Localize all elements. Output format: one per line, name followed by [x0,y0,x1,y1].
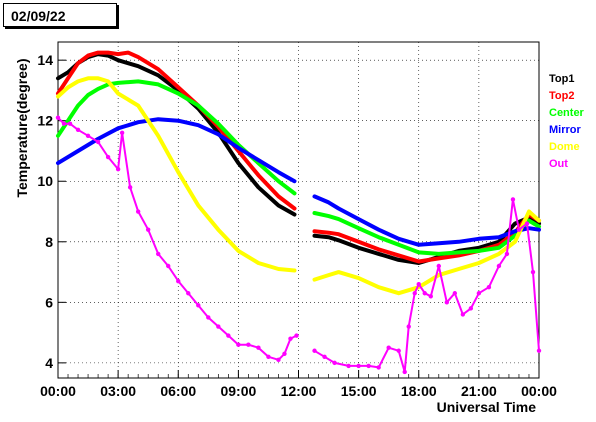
y-tick-label: 12 [37,113,53,129]
series-out-point [530,269,536,275]
series-out-point [95,139,101,145]
series-out-point [346,363,351,369]
series-out-point [332,360,337,366]
series-out-point [452,291,458,296]
series-out-point [504,251,510,257]
x-tick-label: 06:00 [160,383,196,399]
series-out-point [282,351,287,356]
series-out-point [312,348,317,353]
y-tick-label: 10 [37,173,53,189]
series-out-point [226,333,231,338]
series-out-point [85,133,91,139]
legend-item-center: Center [549,107,584,119]
series-out-point [422,291,427,296]
series-out-point [496,263,502,269]
series-out-point [416,281,421,287]
x-axis-label: Universal Time [436,399,536,415]
series-out-point [256,345,261,350]
series-out-point [236,342,241,347]
series-out-point [166,263,171,269]
legend-item-out: Out [549,158,568,170]
series-top2-line [56,50,297,211]
series-out-point [266,354,271,360]
x-tick-label: 12:00 [281,383,317,399]
x-tick-label: 00:00 [521,383,557,399]
series-out-point [428,294,433,299]
series-out-point [288,336,293,341]
series-out-point [206,315,211,320]
y-tick-label: 8 [45,234,53,250]
x-tick-label: 00:00 [40,383,76,399]
date-label: 02/09/22 [3,3,117,27]
series-out-point [412,291,417,296]
series-out-line [57,116,298,361]
series-out-point [75,127,81,132]
series-out-point [115,166,121,172]
series-out-point [196,303,201,308]
series-out-point [127,185,133,190]
series-out-point [444,300,450,305]
series-out-point [402,369,407,375]
series-out-point [516,227,522,232]
series-out-point [294,333,299,338]
series-dome-line-2 [312,209,541,296]
legend-item-mirror: Mirror [549,124,581,136]
legend-item-top2: Top2 [549,90,575,102]
series-out-point [536,348,542,353]
series-out-point [135,209,141,214]
series-out-point [386,345,391,350]
y-axis-label: Temperature(degree) [14,58,30,198]
x-tick-label: 18:00 [401,383,437,399]
series-mirror-line-2 [312,194,541,247]
series-top2-line-2 [312,212,541,264]
series-out-point [156,251,161,257]
series-out-point [486,284,492,290]
series-out-point [460,312,466,317]
series-out-point [276,357,281,363]
series-out-point [376,365,381,370]
series-out-point [55,115,61,120]
y-tick-label: 4 [45,355,53,371]
x-tick-label: 15:00 [341,383,377,399]
series-dome-line [56,76,297,273]
series-out-point [524,221,530,226]
x-tick-label: 09:00 [220,383,256,399]
y-tick-label: 14 [37,52,53,68]
legend: Top1 Top2 Center Mirror Dome Out [549,71,584,173]
series-out-point [67,121,73,126]
series-out-point [396,348,401,353]
series-out-point [246,342,251,347]
series-out-point [176,278,181,284]
series-out-point [216,324,221,329]
series-mirror-line [56,117,297,184]
series-out-point [119,130,125,136]
y-tick-label: 6 [45,294,53,310]
legend-item-dome: Dome [549,141,580,153]
series-out-point [436,263,441,269]
series-out-point [61,121,67,126]
series-out-point [186,291,191,296]
series-out-point [322,354,327,360]
series-out-point [476,291,482,296]
legend-item-top1: Top1 [549,73,575,85]
series-out-point [105,154,111,160]
series-out-point [366,363,371,369]
series-out-point [510,197,516,202]
x-tick-label: 21:00 [461,383,497,399]
series-out-point [145,227,151,232]
series-center-line-2 [312,211,541,256]
series-out-point [468,306,474,311]
series-out-point [356,363,361,369]
x-tick-label: 03:00 [100,383,136,399]
series-out-point [406,324,411,329]
